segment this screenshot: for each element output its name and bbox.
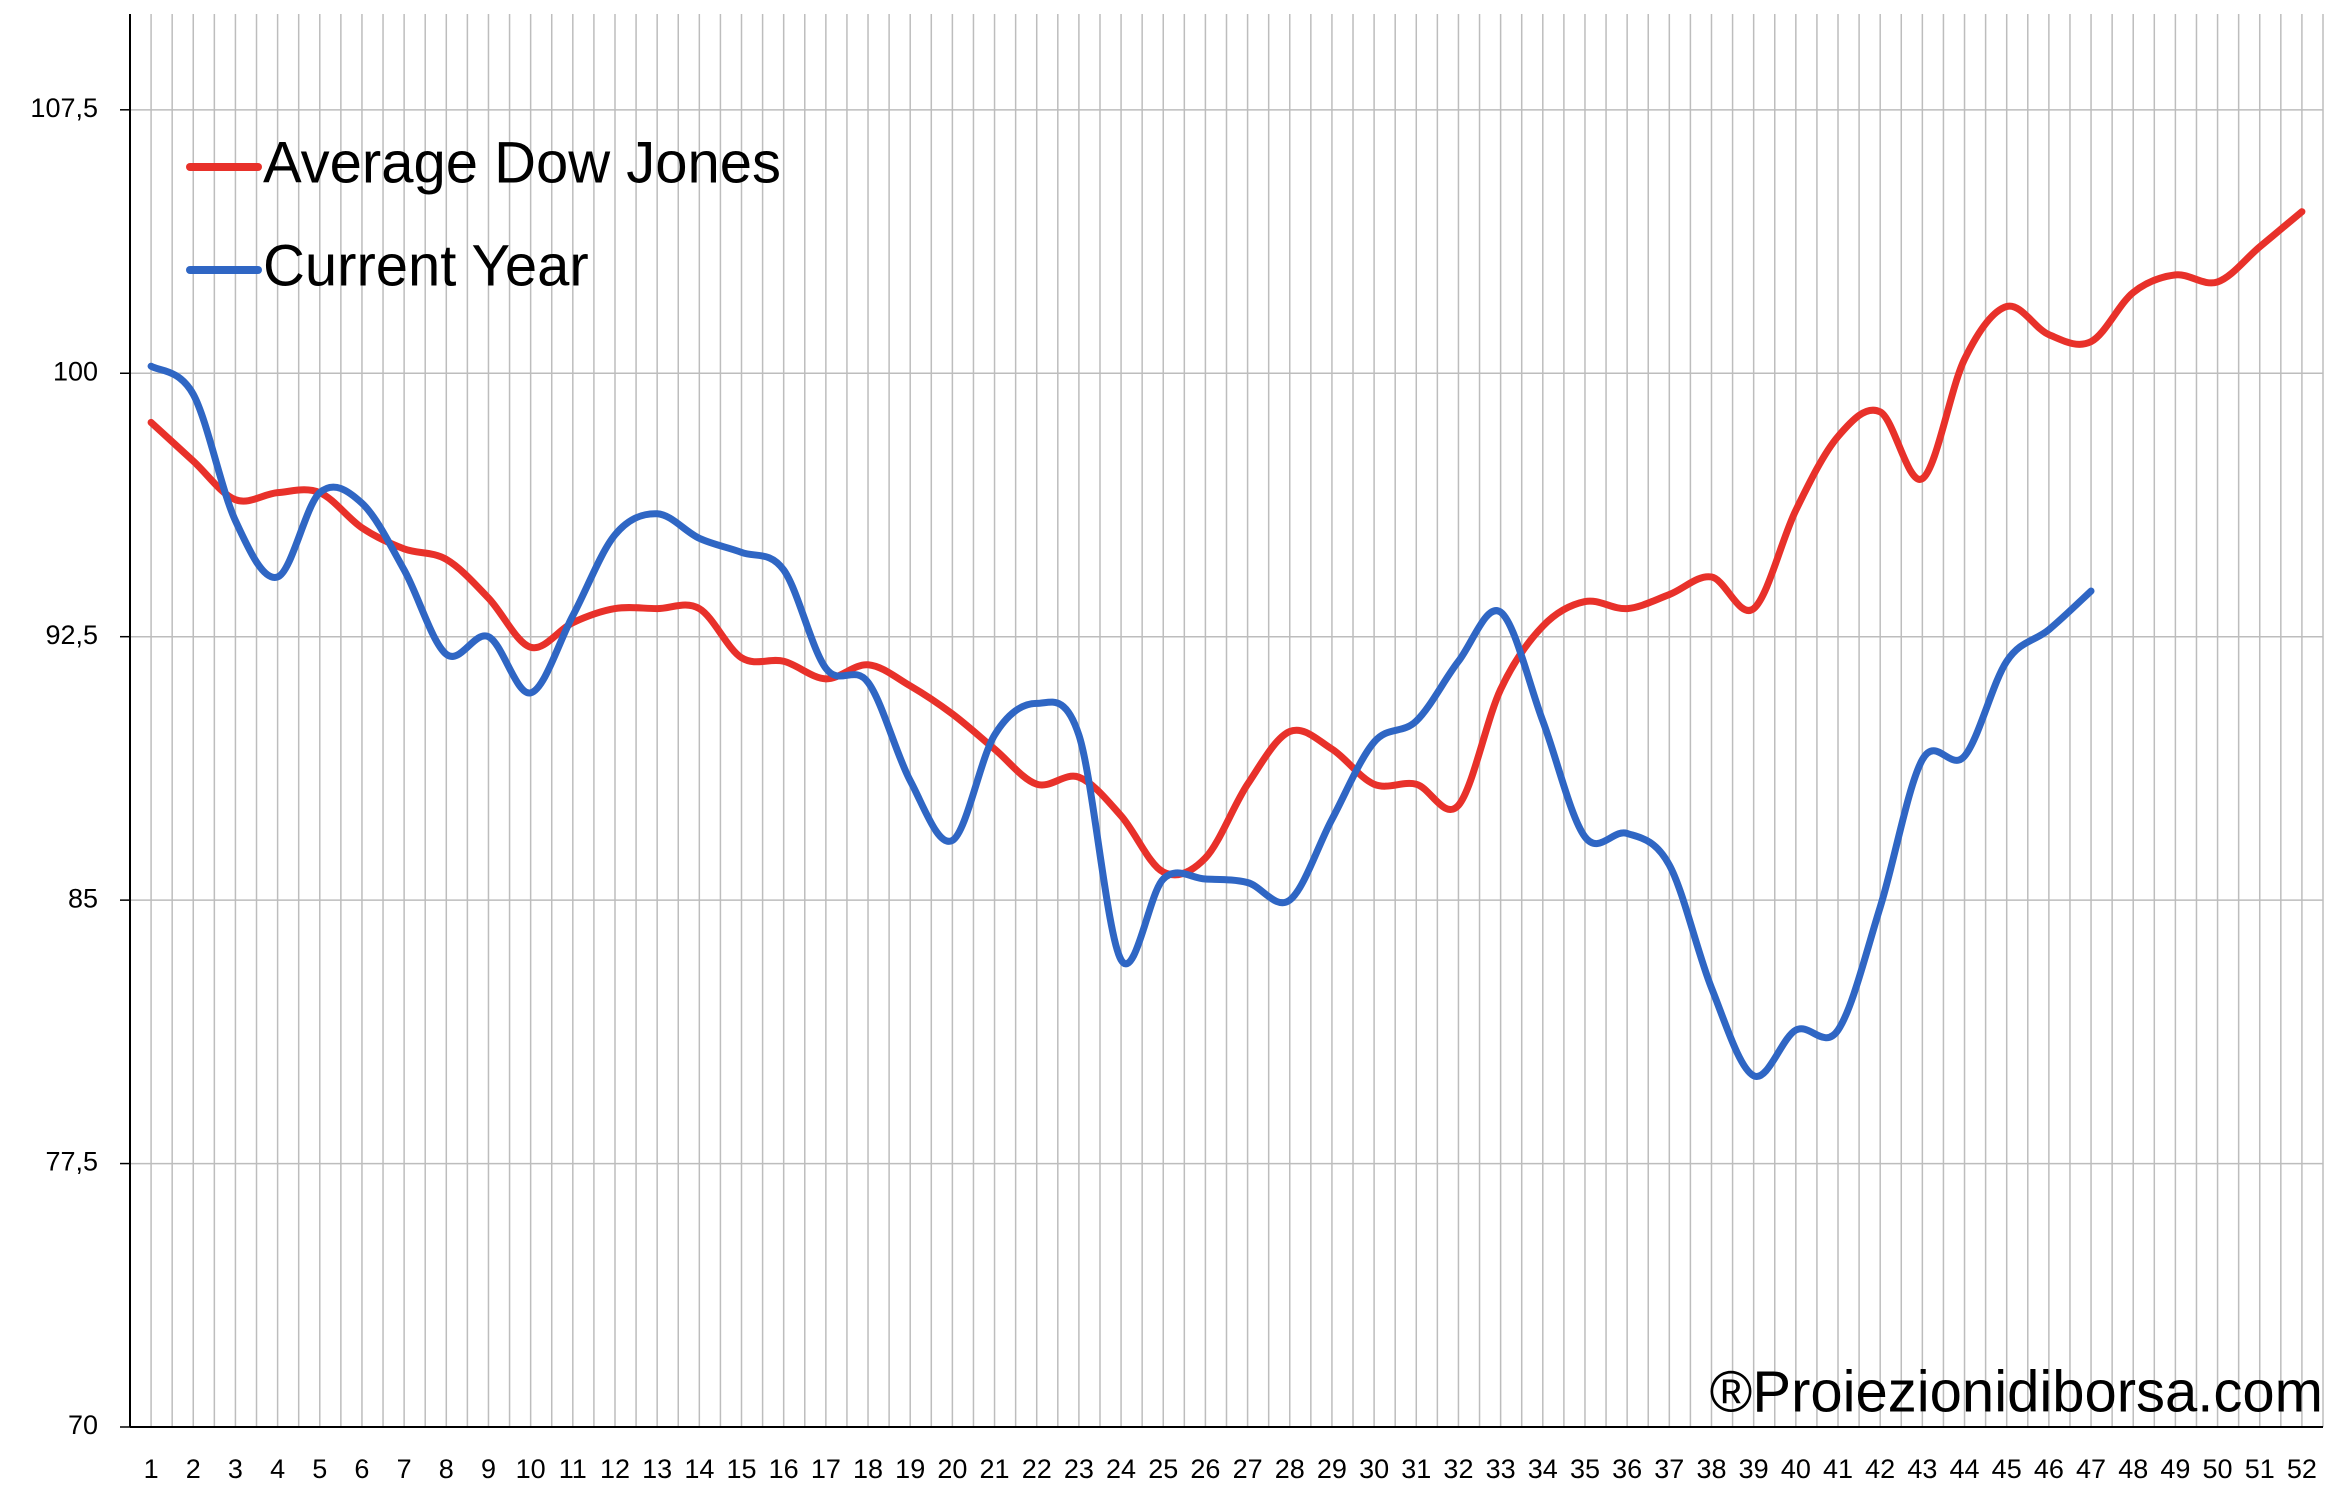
series-line [147, 362, 2095, 1080]
x-tick-label: 6 [354, 1454, 369, 1484]
y-tick-label: 100 [53, 356, 98, 386]
x-tick-label: 31 [1401, 1454, 1431, 1484]
x-tick-label: 37 [1654, 1454, 1684, 1484]
x-tick-label: 7 [397, 1454, 412, 1484]
x-tick-label: 18 [853, 1454, 883, 1484]
x-tick-label: 40 [1781, 1454, 1811, 1484]
x-tick-label: 10 [516, 1454, 546, 1484]
legend-label: Average Dow Jones [263, 130, 781, 195]
x-tick-label: 26 [1190, 1454, 1220, 1484]
x-tick-label: 48 [2118, 1454, 2148, 1484]
y-tick-label: 77,5 [45, 1147, 98, 1177]
x-tick-label: 28 [1275, 1454, 1305, 1484]
x-tick-label: 21 [980, 1454, 1010, 1484]
x-tick-label: 4 [270, 1454, 285, 1484]
x-tick-label: 42 [1865, 1454, 1895, 1484]
x-tick-label: 1 [144, 1454, 159, 1484]
x-tick-label: 38 [1696, 1454, 1726, 1484]
x-tick-label: 20 [937, 1454, 967, 1484]
x-tick-label: 16 [769, 1454, 799, 1484]
x-tick-label: 13 [642, 1454, 672, 1484]
x-tick-label: 44 [1950, 1454, 1980, 1484]
x-tick-label: 8 [439, 1454, 454, 1484]
x-tick-label: 45 [1992, 1454, 2022, 1484]
x-tick-label: 5 [312, 1454, 327, 1484]
y-tick-label: 92,5 [45, 620, 98, 650]
x-tick-label: 19 [895, 1454, 925, 1484]
series-line [147, 208, 2306, 879]
y-tick-label: 107,5 [30, 93, 98, 123]
x-tick-label: 22 [1022, 1454, 1052, 1484]
x-tick-label: 51 [2245, 1454, 2275, 1484]
x-tick-label: 23 [1064, 1454, 1094, 1484]
x-tick-label: 3 [228, 1454, 243, 1484]
x-tick-label: 25 [1148, 1454, 1178, 1484]
x-tick-label: 46 [2034, 1454, 2064, 1484]
x-tick-label: 29 [1317, 1454, 1347, 1484]
x-tick-label: 17 [811, 1454, 841, 1484]
x-tick-label: 11 [559, 1454, 587, 1484]
x-tick-label: 50 [2203, 1454, 2233, 1484]
grid [130, 14, 2324, 1428]
x-tick-label: 27 [1233, 1454, 1263, 1484]
x-tick-label: 35 [1570, 1454, 1600, 1484]
x-tick-label: 34 [1528, 1454, 1558, 1484]
x-tick-label: 24 [1106, 1454, 1136, 1484]
x-tick-label: 47 [2076, 1454, 2106, 1484]
x-tick-label: 52 [2287, 1454, 2317, 1484]
x-tick-label: 30 [1359, 1454, 1389, 1484]
y-tick-label: 85 [68, 883, 98, 913]
x-tick-label: 2 [186, 1454, 201, 1484]
legend-label: Current Year [263, 233, 589, 298]
watermark: ®Proiezionidiborsa.com [1710, 1359, 2323, 1424]
x-tick-label: 43 [1907, 1454, 1937, 1484]
x-tick-label: 14 [684, 1454, 714, 1484]
y-tick-label: 70 [68, 1410, 98, 1440]
x-tick-label: 36 [1612, 1454, 1642, 1484]
x-tick-label: 9 [481, 1454, 496, 1484]
x-tick-label: 39 [1739, 1454, 1769, 1484]
x-tick-label: 41 [1823, 1454, 1853, 1484]
x-tick-label: 12 [600, 1454, 630, 1484]
x-tick-label: 33 [1486, 1454, 1516, 1484]
x-tick-label: 32 [1443, 1454, 1473, 1484]
x-tick-label: 49 [2160, 1454, 2190, 1484]
x-tick-label: 15 [726, 1454, 756, 1484]
